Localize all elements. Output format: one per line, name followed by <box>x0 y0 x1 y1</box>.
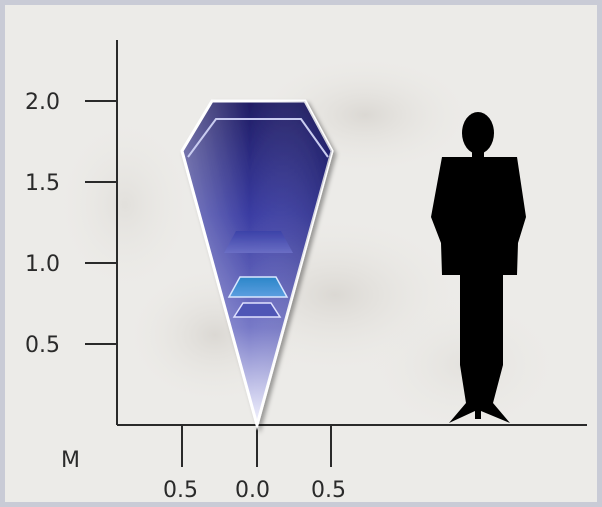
y-tick-2-0: 2.0 <box>25 90 117 115</box>
y-tick-label: 2.0 <box>25 90 60 115</box>
y-tick-label: 1.5 <box>25 171 60 196</box>
y-tick-label: 1.0 <box>25 252 60 277</box>
depth-diagram: 2.0 1.5 1.0 0.5 0.5 0.0 0.5 M <box>25 40 587 502</box>
cone-icon <box>180 99 334 431</box>
x-tick-label: 0.0 <box>235 478 270 502</box>
y-tick-1-0: 1.0 <box>25 252 117 277</box>
y-tick-1-5: 1.5 <box>25 171 117 196</box>
x-tick-center-0-0: 0.0 <box>235 425 270 502</box>
x-tick-label: 0.5 <box>163 478 198 502</box>
x-tick-left-0-5: 0.5 <box>163 425 198 502</box>
x-tick-right-0-5: 0.5 <box>311 425 346 502</box>
y-tick-label: 0.5 <box>25 333 60 358</box>
x-tick-label: 0.5 <box>311 478 346 502</box>
y-tick-0-5: 0.5 <box>25 333 117 358</box>
person-silhouette-icon <box>431 112 526 423</box>
unit-label: M <box>61 448 80 473</box>
